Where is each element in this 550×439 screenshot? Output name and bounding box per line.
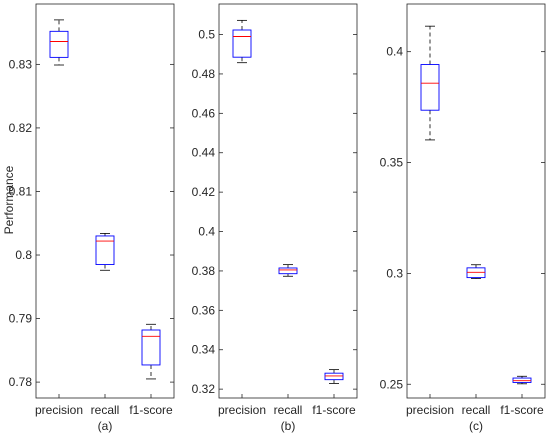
y-tick-label: 0.79 <box>9 312 33 326</box>
y-tick-label: 0.8 <box>15 248 32 262</box>
y-tick-label: 0.25 <box>380 377 404 391</box>
y-tick-label: 0.83 <box>9 57 33 71</box>
y-tick-label: 0.81 <box>9 184 33 198</box>
iqr-box <box>141 329 161 366</box>
y-tick-label: 0.34 <box>192 343 216 357</box>
box-f1-score <box>324 369 344 384</box>
category-label-recall: recall <box>274 403 303 417</box>
box-precision <box>420 25 440 141</box>
y-tick-label: 0.42 <box>192 185 216 199</box>
category-label-f1-score: f1-score <box>129 403 173 417</box>
y-tick-label: 0.78 <box>9 375 33 389</box>
category-label-recall: recall <box>91 403 120 417</box>
panels-group: 0.78 0.79 0.8 0.81 0.82 0.83 precision recall f1… <box>9 3 546 433</box>
y-tick-label: 0.46 <box>192 106 216 120</box>
y-tick-label: 0.32 <box>192 382 216 396</box>
axes-frame <box>35 3 175 399</box>
box-recall <box>278 264 298 277</box>
panel-3: 0.25 0.3 0.35 0.4 precision recall f1-score (c) <box>380 3 546 433</box>
axes-frame <box>406 3 546 399</box>
panel-1: 0.78 0.79 0.8 0.81 0.82 0.83 precision recall f1… <box>9 3 175 433</box>
y-tick-label: 0.3 <box>386 266 403 280</box>
panel-caption: (b) <box>281 419 296 433</box>
y-tick-label: 0.5 <box>198 28 215 42</box>
panel-2: 0.32 0.34 0.36 0.38 0.4 0.42 0.44 0.46 0.48 0.5 pr… <box>192 3 358 433</box>
box-f1-score <box>141 323 161 380</box>
iqr-box <box>278 267 298 275</box>
category-label-f1-score: f1-score <box>500 403 544 417</box>
box-recall <box>466 264 486 279</box>
box-f1-score <box>512 375 532 385</box>
y-tick-label: 0.82 <box>9 121 33 135</box>
panel-caption: (c) <box>469 419 483 433</box>
category-label-f1-score: f1-score <box>312 403 356 417</box>
y-tick-label: 0.48 <box>192 67 216 81</box>
box-precision <box>49 19 69 66</box>
y-tick-label: 0.4 <box>198 225 215 239</box>
category-label-precision: precision <box>218 403 266 417</box>
iqr-box <box>95 235 115 265</box>
y-axis-title: Performance <box>2 165 16 234</box>
y-tick-label: 0.4 <box>386 45 403 59</box>
box-precision <box>232 19 252 64</box>
category-label-recall: recall <box>462 403 491 417</box>
iqr-box <box>232 29 252 58</box>
y-tick-label: 0.35 <box>380 156 404 170</box>
y-tick-label: 0.36 <box>192 303 216 317</box>
panel-caption: (a) <box>98 419 113 433</box>
y-tick-label: 0.44 <box>192 146 216 160</box>
category-label-precision: precision <box>406 403 454 417</box>
category-label-precision: precision <box>35 403 83 417</box>
iqr-box <box>420 64 440 111</box>
iqr-box <box>324 372 344 381</box>
box-recall <box>95 233 115 271</box>
iqr-box <box>49 30 69 58</box>
y-tick-label: 0.38 <box>192 264 216 278</box>
